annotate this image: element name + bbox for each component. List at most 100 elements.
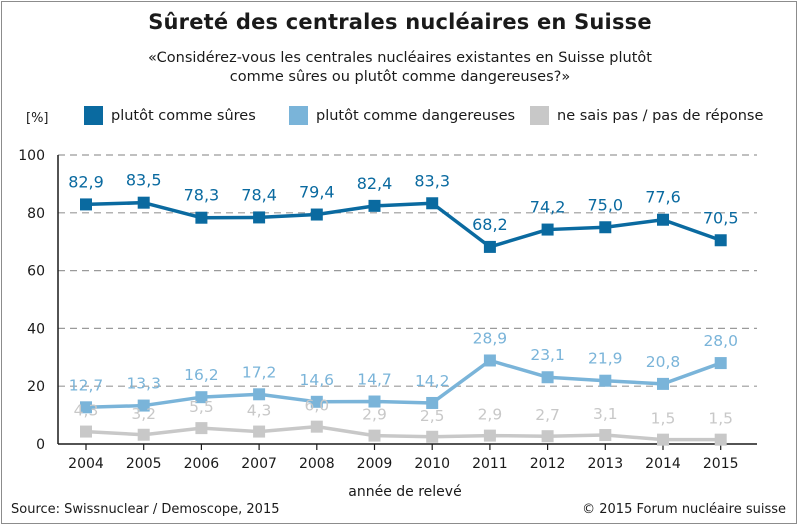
data-point-dangerous xyxy=(426,396,439,409)
data-label-dangerous: 17,2 xyxy=(242,363,277,381)
data-point-no-answer xyxy=(137,428,150,441)
legend-item-dangerous: plutôt comme dangereuses xyxy=(289,106,515,125)
data-point-no-answer xyxy=(714,433,727,446)
y-tick-label: 0 xyxy=(36,437,45,453)
data-label-dangerous: 28,0 xyxy=(703,332,738,350)
series-line-dangerous xyxy=(85,358,722,410)
data-point-safe xyxy=(541,223,554,236)
data-label-no-answer: 1,5 xyxy=(708,410,733,428)
y-tick-label: 60 xyxy=(27,264,45,280)
data-point-dangerous xyxy=(483,354,496,367)
data-point-no-answer xyxy=(483,429,496,442)
data-point-dangerous xyxy=(714,357,727,370)
y-tick-label: 20 xyxy=(27,379,45,395)
chart-title: Sûreté des centrales nucléaires en Suiss… xyxy=(148,10,652,34)
data-label-safe: 77,6 xyxy=(645,188,681,207)
data-point-dangerous xyxy=(310,395,323,408)
data-label-dangerous: 20,8 xyxy=(646,353,681,371)
data-label-safe: 68,2 xyxy=(472,215,508,234)
data-point-no-answer xyxy=(253,425,266,438)
data-label-dangerous: 14,2 xyxy=(415,372,450,390)
data-label-no-answer: 2,9 xyxy=(362,406,387,424)
data-label-dangerous: 14,6 xyxy=(300,371,335,389)
legend-label-no-answer: ne sais pas / pas de réponse xyxy=(557,107,764,124)
legend-label-safe: plutôt comme sûres xyxy=(111,107,256,124)
data-label-no-answer: 2,9 xyxy=(478,406,503,424)
y-tick-label: 40 xyxy=(27,321,45,337)
data-label-safe: 83,3 xyxy=(414,171,450,190)
chart-subtitle: «Considérez-vous les centrales nucléaire… xyxy=(0,49,800,87)
series-line-safe xyxy=(85,200,722,249)
data-point-safe xyxy=(714,234,727,247)
data-point-safe xyxy=(253,211,266,224)
data-point-safe xyxy=(599,221,612,234)
data-point-safe xyxy=(426,197,439,210)
legend-label-dangerous: plutôt comme dangereuses xyxy=(316,107,516,124)
series-line-no-answer xyxy=(85,424,721,442)
data-point-dangerous xyxy=(137,399,150,412)
data-point-safe xyxy=(310,208,323,221)
data-label-safe: 74,2 xyxy=(530,198,566,217)
x-axis-label: année de relevé xyxy=(348,484,462,500)
data-label-no-answer: 3,1 xyxy=(593,405,618,423)
data-point-dangerous xyxy=(657,377,669,390)
legend-item-no-answer: ne sais pas / pas de réponse xyxy=(530,106,763,125)
data-point-no-answer xyxy=(599,429,612,442)
data-label-no-answer: 2,5 xyxy=(420,407,445,425)
data-point-no-answer xyxy=(80,425,92,438)
data-label-safe: 82,4 xyxy=(357,174,393,193)
data-point-no-answer xyxy=(426,430,439,443)
data-label-dangerous: 28,9 xyxy=(473,329,508,347)
data-point-dangerous xyxy=(80,401,92,414)
data-label-safe: 78,3 xyxy=(184,186,220,205)
data-point-no-answer xyxy=(195,422,208,435)
data-point-dangerous xyxy=(253,388,266,401)
data-label-no-answer: 1,5 xyxy=(651,410,676,428)
x-tick-label: 2009 xyxy=(357,456,393,472)
x-tick-label: 2008 xyxy=(299,456,335,472)
data-point-no-answer xyxy=(368,429,381,442)
data-point-safe xyxy=(195,211,208,224)
legend-item-safe: plutôt comme sûres xyxy=(84,106,256,125)
data-label-dangerous: 21,9 xyxy=(588,350,623,368)
data-label-dangerous: 13,3 xyxy=(126,375,161,393)
data-label-safe: 75,0 xyxy=(587,195,623,214)
data-label-safe: 70,5 xyxy=(703,208,739,227)
data-point-safe xyxy=(80,198,92,211)
x-tick-label: 2010 xyxy=(414,456,450,472)
x-tick-label: 2006 xyxy=(184,456,220,472)
data-point-dangerous xyxy=(368,395,381,408)
data-point-dangerous xyxy=(599,374,612,387)
x-tick-label: 2007 xyxy=(241,456,277,472)
data-point-safe xyxy=(483,240,496,253)
data-label-no-answer: 5,5 xyxy=(189,398,214,416)
data-point-no-answer xyxy=(541,430,554,443)
x-tick-label: 2015 xyxy=(703,456,739,472)
x-tick-label: 2005 xyxy=(126,456,162,472)
data-label-safe: 78,4 xyxy=(241,185,277,204)
legend-swatch-dangerous xyxy=(289,106,308,125)
data-point-no-answer xyxy=(657,433,669,446)
data-label-dangerous: 16,2 xyxy=(184,366,219,384)
x-tick-label: 2011 xyxy=(472,456,508,472)
data-point-safe xyxy=(657,213,669,226)
data-point-dangerous xyxy=(195,391,208,404)
legend-swatch-safe xyxy=(84,106,103,125)
data-label-no-answer: 4,3 xyxy=(247,402,272,420)
data-label-safe: 83,5 xyxy=(126,171,162,190)
data-label-no-answer: 2,7 xyxy=(535,406,560,424)
subtitle-line-1: «Considérez-vous les centrales nucléaire… xyxy=(148,50,652,66)
x-tick-label: 2014 xyxy=(645,456,681,472)
data-label-safe: 79,4 xyxy=(299,183,335,202)
x-tick-label: 2004 xyxy=(68,456,104,472)
data-label-dangerous: 12,7 xyxy=(69,376,104,394)
data-point-safe xyxy=(137,196,150,209)
data-label-dangerous: 23,1 xyxy=(530,346,565,364)
data-label-no-answer: 4,3 xyxy=(74,402,99,420)
x-tick-label: 2012 xyxy=(530,456,566,472)
subtitle-line-2: comme sûres ou plutôt comme dangereuses?… xyxy=(229,69,571,85)
y-tick-label: 100 xyxy=(18,148,45,164)
data-label-safe: 82,9 xyxy=(68,172,104,191)
